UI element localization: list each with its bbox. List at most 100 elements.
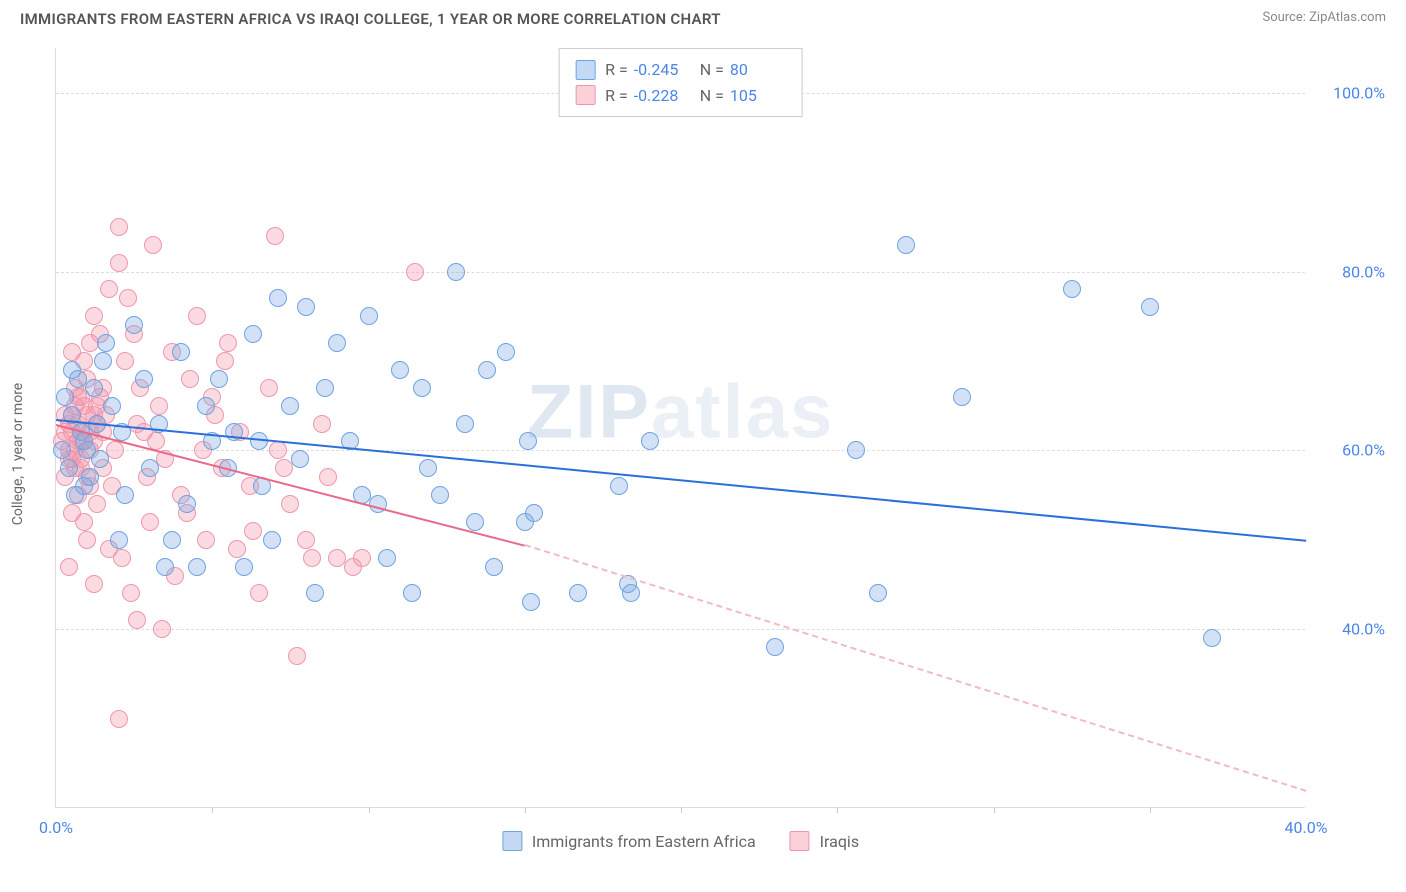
x-tick-mark xyxy=(525,807,526,813)
series-legend: Immigrants from Eastern Africa Iraqis xyxy=(502,831,859,851)
data-point-pink xyxy=(303,549,321,567)
correlation-legend: R = -0.245 N = 80 R = -0.228 N = 105 xyxy=(558,48,803,117)
data-point-pink xyxy=(128,415,146,433)
data-point-blue xyxy=(75,477,93,495)
scatter-plot-area: ZIPatlas R = -0.245 N = 80 R = -0.228 N … xyxy=(55,48,1305,808)
y-axis-label: College, 1 year or more xyxy=(10,383,26,525)
data-point-blue xyxy=(447,263,465,281)
legend-swatch-blue xyxy=(575,60,595,80)
legend-row-blue: R = -0.245 N = 80 xyxy=(575,57,786,83)
data-point-pink xyxy=(110,218,128,236)
data-point-blue xyxy=(497,343,515,361)
data-point-pink xyxy=(85,575,103,593)
legend-label-blue: Immigrants from Eastern Africa xyxy=(532,832,756,851)
data-point-pink xyxy=(244,522,262,540)
data-point-blue xyxy=(281,397,299,415)
data-point-pink xyxy=(128,611,146,629)
data-point-blue xyxy=(141,459,159,477)
chart-title: IMMIGRANTS FROM EASTERN AFRICA VS IRAQI … xyxy=(20,10,721,28)
data-point-pink xyxy=(153,620,171,638)
data-point-blue xyxy=(897,236,915,254)
legend-item-blue: Immigrants from Eastern Africa xyxy=(502,831,756,851)
data-point-pink xyxy=(78,531,96,549)
data-point-pink xyxy=(110,710,128,728)
data-point-blue xyxy=(94,352,112,370)
data-point-blue xyxy=(847,441,865,459)
data-point-blue xyxy=(250,432,268,450)
data-point-pink xyxy=(60,558,78,576)
data-point-pink xyxy=(88,495,106,513)
data-point-blue xyxy=(197,397,215,415)
data-point-pink xyxy=(75,513,93,531)
data-point-blue xyxy=(210,370,228,388)
data-point-blue xyxy=(519,432,537,450)
data-point-blue xyxy=(91,450,109,468)
data-point-blue xyxy=(297,298,315,316)
data-point-pink xyxy=(110,254,128,272)
data-point-pink xyxy=(119,289,137,307)
data-point-pink xyxy=(63,343,81,361)
data-point-blue xyxy=(413,379,431,397)
data-point-pink xyxy=(297,531,315,549)
source-attribution: Source: ZipAtlas.com xyxy=(1262,10,1386,25)
data-point-pink xyxy=(313,415,331,433)
data-point-pink xyxy=(219,334,237,352)
data-point-pink xyxy=(141,513,159,531)
data-point-blue xyxy=(135,370,153,388)
data-point-pink xyxy=(260,379,278,397)
data-point-blue xyxy=(1063,280,1081,298)
data-point-blue xyxy=(431,486,449,504)
data-point-pink xyxy=(216,352,234,370)
data-point-pink xyxy=(266,227,284,245)
data-point-pink xyxy=(150,397,168,415)
data-point-blue xyxy=(953,388,971,406)
data-point-pink xyxy=(106,441,124,459)
data-point-blue xyxy=(63,361,81,379)
legend-swatch-blue xyxy=(502,831,522,851)
x-tick-label: 0.0% xyxy=(39,818,73,837)
data-point-blue xyxy=(263,531,281,549)
data-point-blue xyxy=(466,513,484,531)
data-point-blue xyxy=(456,415,474,433)
gridline xyxy=(56,629,1305,630)
data-point-blue xyxy=(178,495,196,513)
legend-swatch-pink xyxy=(790,831,810,851)
data-point-blue xyxy=(641,432,659,450)
source-link[interactable]: ZipAtlas.com xyxy=(1309,10,1386,25)
data-point-pink xyxy=(406,263,424,281)
x-tick-mark xyxy=(681,807,682,813)
data-point-pink xyxy=(281,495,299,513)
data-point-blue xyxy=(163,531,181,549)
data-point-blue xyxy=(53,441,71,459)
data-point-pink xyxy=(122,584,140,602)
data-point-pink xyxy=(288,647,306,665)
x-tick-label: 40.0% xyxy=(1285,818,1328,837)
data-point-blue xyxy=(316,379,334,397)
data-point-blue xyxy=(869,584,887,602)
data-point-pink xyxy=(181,370,199,388)
data-point-blue xyxy=(60,459,78,477)
y-tick-label: 40.0% xyxy=(1315,620,1385,639)
legend-row-pink: R = -0.228 N = 105 xyxy=(575,83,786,109)
data-point-blue xyxy=(1141,298,1159,316)
data-point-blue xyxy=(766,638,784,656)
data-point-pink xyxy=(269,441,287,459)
watermark: ZIPatlas xyxy=(527,369,834,456)
y-tick-label: 80.0% xyxy=(1315,262,1385,281)
y-tick-label: 100.0% xyxy=(1315,83,1385,102)
data-point-blue xyxy=(97,334,115,352)
gridline xyxy=(56,450,1305,451)
data-point-blue xyxy=(235,558,253,576)
data-point-blue xyxy=(291,450,309,468)
data-point-pink xyxy=(116,352,134,370)
data-point-pink xyxy=(144,236,162,254)
data-point-blue xyxy=(622,584,640,602)
legend-label-pink: Iraqis xyxy=(820,832,859,851)
data-point-blue xyxy=(569,584,587,602)
data-point-blue xyxy=(522,593,540,611)
data-point-blue xyxy=(116,486,134,504)
data-point-blue xyxy=(419,459,437,477)
data-point-blue xyxy=(391,361,409,379)
data-point-pink xyxy=(188,307,206,325)
data-point-blue xyxy=(610,477,628,495)
